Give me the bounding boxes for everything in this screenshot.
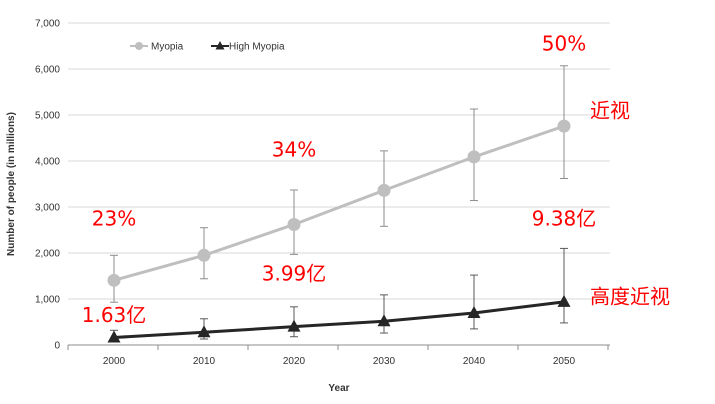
y-tick-label: 7,000 [35, 19, 60, 30]
y-tick-label: 0 [54, 341, 60, 352]
y-tick-label: 6,000 [35, 65, 60, 76]
series-line [113, 124, 565, 282]
data-point [287, 319, 301, 332]
data-point [557, 119, 571, 133]
legend: Myopia High Myopia [130, 41, 285, 53]
x-tick-label: 2000 [103, 356, 126, 367]
y-tick-label: 5,000 [35, 111, 60, 122]
legend-marker [135, 42, 143, 50]
y-axis-title: Number of people (in millions) [6, 112, 17, 256]
data-point [557, 294, 571, 307]
x-tick-label: 2020 [283, 356, 306, 367]
x-tick-label: 2010 [193, 356, 216, 367]
annotation-label: 34% [272, 137, 316, 161]
y-tick-label: 1,000 [35, 295, 60, 306]
y-tick-label: 3,000 [35, 203, 60, 214]
data-point [197, 248, 211, 262]
data-point [287, 217, 301, 231]
x-tick-label: 2030 [373, 356, 396, 367]
data-point [467, 150, 481, 164]
annotation-label: 1.63亿 [82, 303, 147, 327]
data-point [107, 273, 121, 287]
x-axis-title: Year [328, 383, 349, 394]
annotation-label: 23% [92, 206, 136, 230]
series-line [113, 300, 565, 339]
legend-label: High Myopia [229, 42, 285, 53]
x-tick-label: 2040 [463, 356, 486, 367]
data-point [377, 183, 391, 197]
legend-marker [215, 41, 225, 50]
annotation-label: 近视 [590, 98, 630, 122]
data-point [377, 314, 391, 327]
annotation-label: 3.99亿 [262, 262, 327, 286]
series-high-myopia [107, 247, 571, 343]
annotation-label: 9.38亿 [532, 206, 597, 230]
series-myopia [107, 65, 571, 303]
annotation-label: 高度近视 [590, 285, 670, 309]
data-point [467, 305, 481, 318]
annotation-label: 50% [542, 32, 586, 56]
legend-label: Myopia [151, 42, 184, 53]
x-tick-label: 2050 [553, 356, 576, 367]
y-tick-label: 4,000 [35, 157, 60, 168]
data-point [107, 330, 121, 343]
y-tick-label: 2,000 [35, 249, 60, 260]
data-point [197, 325, 211, 338]
